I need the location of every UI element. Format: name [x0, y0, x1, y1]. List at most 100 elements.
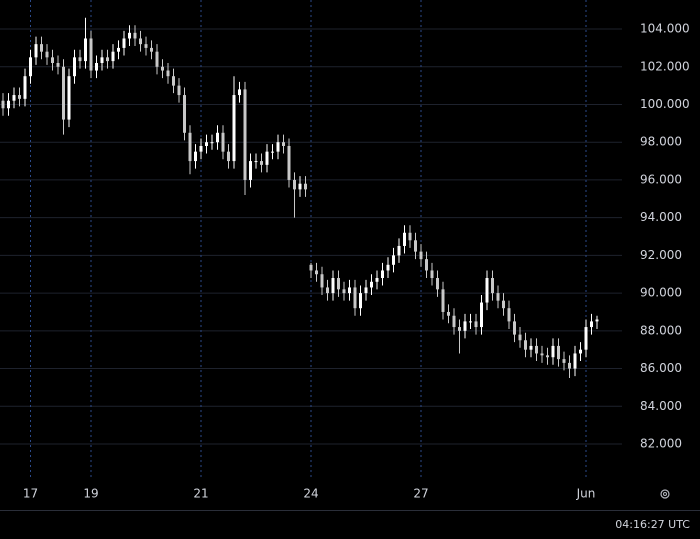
candle-body [348, 287, 351, 294]
candle-body [474, 321, 478, 328]
candle-body [304, 183, 307, 190]
candle-body [67, 76, 71, 120]
candle-body [23, 76, 27, 99]
settings-center[interactable] [663, 492, 667, 496]
candle-body [331, 278, 335, 294]
y-tick-label: 98.000 [640, 135, 682, 149]
candle-body [403, 232, 406, 246]
candle-body [496, 293, 500, 301]
candle-body [210, 142, 214, 144]
candle-body [507, 308, 511, 322]
x-tick-label: 21 [193, 487, 208, 501]
candle-body [485, 278, 489, 303]
candle-body [370, 281, 373, 288]
candle-body [265, 151, 269, 165]
candle-body [7, 100, 10, 109]
candle-body [326, 287, 329, 294]
candle-body [359, 293, 362, 309]
candles [1, 17, 599, 378]
candle-body [315, 270, 318, 275]
candle-body [337, 278, 340, 290]
candle-body [568, 362, 571, 369]
candle-body [260, 161, 263, 165]
candle-body [128, 32, 131, 39]
candle-body [183, 95, 186, 133]
y-tick-label: 84.000 [640, 399, 682, 413]
candle-body [573, 353, 577, 369]
candle-body [29, 57, 32, 77]
candle-body [381, 270, 384, 279]
candle-body [452, 315, 456, 328]
y-tick-label: 96.000 [640, 172, 682, 186]
candle-body [78, 57, 82, 62]
x-tick-label: Jun [576, 487, 596, 501]
candle-body [397, 245, 401, 256]
candle-body [18, 95, 21, 99]
candle-body [177, 85, 181, 96]
candle-body [194, 151, 197, 162]
candle-body [205, 142, 208, 146]
y-tick-label: 90.000 [640, 286, 682, 300]
candle-body [276, 142, 280, 152]
candle-body [491, 278, 494, 294]
candle-body [150, 47, 153, 52]
candle-body [287, 145, 291, 180]
candle-body [502, 300, 505, 309]
candle-body [117, 47, 120, 52]
candle-body [408, 232, 412, 241]
candle-body [419, 251, 423, 260]
candle-body [447, 311, 450, 316]
candle-body [95, 62, 98, 71]
candle-body [227, 151, 230, 162]
x-tick-label: 27 [413, 487, 428, 501]
candle-body [282, 142, 285, 146]
candle-body [375, 278, 379, 282]
candle-body [34, 44, 38, 58]
settings-icon[interactable] [660, 489, 670, 499]
y-tick-label: 82.000 [640, 436, 682, 450]
y-tick-label: 92.000 [640, 248, 682, 262]
x-tick-label: 17 [23, 487, 38, 501]
candle-body [1, 100, 5, 109]
candle-body [188, 132, 192, 162]
candle-body [166, 70, 170, 77]
candle-body [353, 287, 357, 309]
candle-body [386, 264, 390, 271]
candle-body [232, 95, 236, 162]
candle-body [106, 57, 109, 62]
y-tick-label: 86.000 [640, 361, 682, 375]
candle-body [342, 289, 346, 294]
candle-body [199, 145, 203, 152]
candle-body [221, 132, 225, 152]
candle-body [535, 345, 538, 354]
candle-body [100, 57, 104, 63]
x-tick-label: 24 [303, 487, 318, 501]
footer: 04:16:27 UTC [615, 518, 690, 531]
candle-body [540, 353, 544, 356]
candle-body [513, 321, 516, 335]
candle-body [590, 321, 593, 328]
candle-body [216, 132, 219, 143]
candle-body [546, 355, 549, 358]
candle-body [524, 340, 527, 350]
candle-body [392, 255, 395, 265]
candle-body [529, 345, 533, 350]
candle-body [89, 38, 93, 71]
candle-body [480, 302, 483, 328]
candle-body [111, 51, 115, 62]
candle-body [309, 264, 313, 271]
candle-body [414, 240, 417, 252]
settings-gear[interactable] [660, 489, 670, 499]
candle-body [441, 289, 445, 312]
y-tick-label: 102.000 [640, 59, 690, 73]
candle-body [12, 95, 16, 101]
candle-body [144, 44, 148, 48]
candle-body [271, 151, 274, 153]
candle-body [62, 66, 65, 120]
candle-body [298, 183, 302, 190]
candle-body [45, 51, 49, 58]
candle-body [243, 89, 247, 180]
